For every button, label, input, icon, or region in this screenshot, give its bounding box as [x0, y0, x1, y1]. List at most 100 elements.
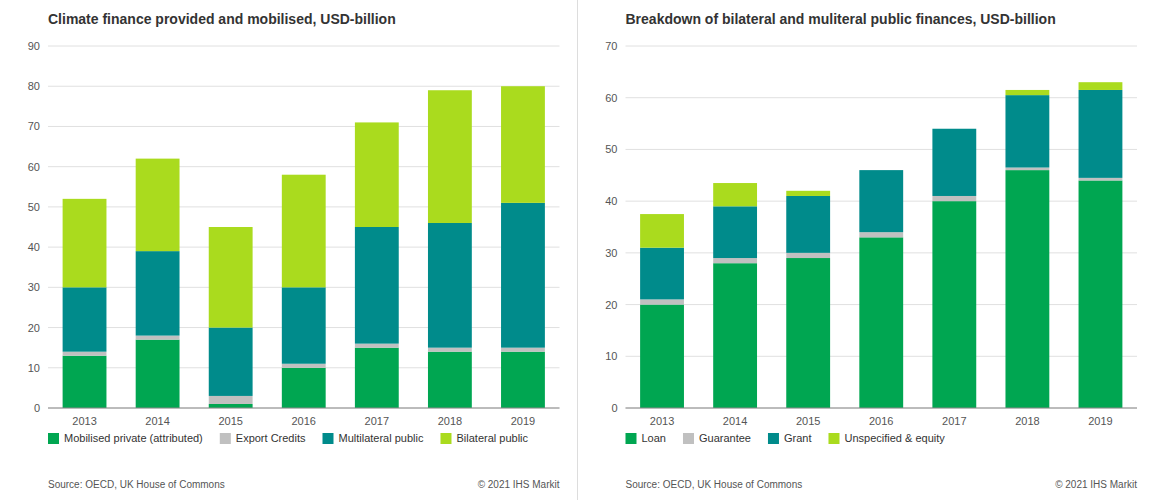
- legend-label: Export Credits: [236, 432, 306, 444]
- bar: [932, 129, 976, 196]
- legend-item: Loan: [626, 432, 666, 444]
- bar: [859, 232, 903, 237]
- y-tick-label: 60: [28, 161, 40, 173]
- grid-line: [626, 46, 1138, 47]
- bar: [501, 352, 545, 408]
- legend-label: Grant: [784, 432, 812, 444]
- legend-item: Multilateral public: [323, 432, 424, 444]
- bar: [428, 348, 472, 352]
- panel: Breakdown of bilateral and muliteral pub…: [605, 11, 1137, 490]
- x-axis-line: [48, 408, 560, 409]
- legend-label: Loan: [642, 432, 666, 444]
- bar: [282, 287, 326, 363]
- bar: [1005, 90, 1049, 95]
- x-tick-label: 2016: [869, 415, 893, 427]
- legend-item: Bilateral public: [440, 432, 528, 444]
- legend-item: Guarantee: [683, 432, 751, 444]
- bar: [713, 183, 757, 206]
- bars: [63, 86, 545, 408]
- bar: [501, 348, 545, 352]
- legend-swatch: [323, 433, 334, 444]
- bar: [1005, 95, 1049, 167]
- grid-line: [48, 126, 560, 127]
- bar: [1005, 168, 1049, 171]
- annotation: © 2021 IHS Markit: [1055, 479, 1137, 490]
- grid-line: [48, 86, 560, 87]
- bar: [501, 86, 545, 203]
- legend-item: Grant: [768, 432, 812, 444]
- bar: [355, 227, 399, 344]
- x-tick-label: 2018: [1015, 415, 1039, 427]
- legend-swatch: [626, 433, 637, 444]
- bar: [932, 128, 976, 129]
- bar: [282, 175, 326, 288]
- legend-swatch: [440, 433, 451, 444]
- y-tick-label: 10: [605, 350, 617, 362]
- bar: [355, 348, 399, 408]
- bar: [209, 328, 253, 396]
- bar: [282, 368, 326, 408]
- bar: [501, 203, 545, 348]
- bar: [428, 223, 472, 348]
- bar: [786, 191, 830, 196]
- bar: [932, 196, 976, 201]
- y-tick-label: 90: [28, 40, 40, 52]
- y-tick-label: 20: [28, 322, 40, 334]
- legend-label: Bilateral public: [456, 432, 528, 444]
- annotation: © 2021 IHS Markit: [478, 479, 560, 490]
- bar: [640, 305, 684, 408]
- x-tick-label: 2013: [650, 415, 674, 427]
- x-tick-label: 2016: [292, 415, 316, 427]
- annotation: Source: OECD, UK House of Commons: [626, 479, 803, 490]
- x-tick-label: 2014: [723, 415, 747, 427]
- bar: [355, 122, 399, 227]
- bars: [640, 82, 1122, 408]
- legend-label: Mobilised private (attributed): [64, 432, 203, 444]
- x-tick-label: 2013: [72, 415, 96, 427]
- x-tick-label: 2017: [365, 415, 389, 427]
- y-tick-label: 0: [611, 402, 617, 414]
- bar: [640, 248, 684, 300]
- panel: Climate finance provided and mobilised, …: [28, 11, 560, 490]
- annotation: Source: OECD, UK House of Commons: [48, 479, 225, 490]
- y-tick-label: 10: [28, 362, 40, 374]
- bar: [1079, 82, 1123, 90]
- legend-label: Unspecified & equity: [844, 432, 945, 444]
- legend-swatch: [220, 433, 231, 444]
- legend-label: Multilateral public: [339, 432, 424, 444]
- chart-title: Climate finance provided and mobilised, …: [48, 11, 396, 27]
- x-tick-label: 2015: [218, 415, 242, 427]
- bar: [1079, 178, 1123, 181]
- grid-line: [626, 97, 1138, 98]
- grid-line: [626, 149, 1138, 150]
- legend-swatch: [48, 433, 59, 444]
- bar: [136, 340, 180, 408]
- bar: [859, 170, 903, 171]
- bar: [640, 299, 684, 304]
- legend-item: Unspecified & equity: [828, 432, 945, 444]
- y-tick-label: 60: [605, 92, 617, 104]
- bar: [136, 251, 180, 335]
- y-tick-label: 20: [605, 299, 617, 311]
- x-tick-label: 2017: [942, 415, 966, 427]
- y-tick-label: 30: [28, 281, 40, 293]
- bar: [786, 196, 830, 253]
- y-tick-label: 30: [605, 247, 617, 259]
- bar: [859, 237, 903, 408]
- y-tick-label: 70: [28, 120, 40, 132]
- legend: Mobilised private (attributed) Export Cre…: [48, 432, 529, 444]
- legend-swatch: [828, 433, 839, 444]
- bar: [209, 396, 253, 404]
- bar: [932, 201, 976, 408]
- x-tick-label: 2014: [145, 415, 169, 427]
- bar: [63, 356, 107, 408]
- y-tick-label: 50: [28, 201, 40, 213]
- y-tick-label: 70: [605, 40, 617, 52]
- bar: [428, 352, 472, 408]
- x-axis-line: [626, 408, 1138, 409]
- legend-swatch: [683, 433, 694, 444]
- legend: Loan Guarantee Grant Unspecified & equity: [626, 432, 946, 444]
- bar: [209, 404, 253, 408]
- y-tick-label: 40: [28, 241, 40, 253]
- bar: [640, 214, 684, 248]
